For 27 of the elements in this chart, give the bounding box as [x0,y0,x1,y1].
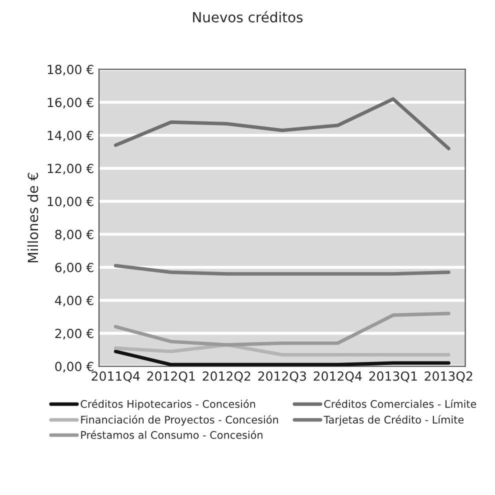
legend-label: Créditos Comerciales - Límite [324,399,476,408]
y-tick-label: 10,00 € [48,196,94,208]
line-series [114,312,450,347]
legend-label: Tarjetas de Crédito - Límite [324,415,464,426]
x-tick-label: 2012Q2 [202,371,250,382]
line-series [114,343,450,356]
y-tick-label: 14,00 € [48,130,94,142]
x-tick-label: 2012Q3 [258,371,306,382]
x-tick-label: 2012Q1 [147,371,195,382]
legend-label: Créditos Hipotecarios - Concesión [80,399,256,410]
y-tick-label: 8,00 € [55,230,94,240]
y-axis-title: Millones de € [27,172,38,262]
x-tick-label: 2011Q4 [92,371,140,382]
y-tick-label: 16,00 € [48,98,94,108]
y-tick-label: 18,00 € [48,64,94,76]
line-series [114,97,450,150]
x-tick-label: 2012Q4 [314,371,362,382]
chart-title: Nuevos créditos [193,11,303,22]
y-tick-label: 0,00 € [55,362,94,372]
x-tick-label: 2013Q1 [369,371,417,382]
y-tick-label: 2,00 € [55,328,94,340]
y-tick-label: 6,00 € [55,262,94,274]
y-tick-label: 12,00 € [48,164,94,174]
legend-label: Financiación de Proyectos - Concesión [81,415,278,426]
y-tick-label: 4,00 € [54,296,94,306]
legend-label: Préstamos al Consumo - Concesión [81,430,262,439]
x-tick-label: 2013Q2 [424,371,472,382]
